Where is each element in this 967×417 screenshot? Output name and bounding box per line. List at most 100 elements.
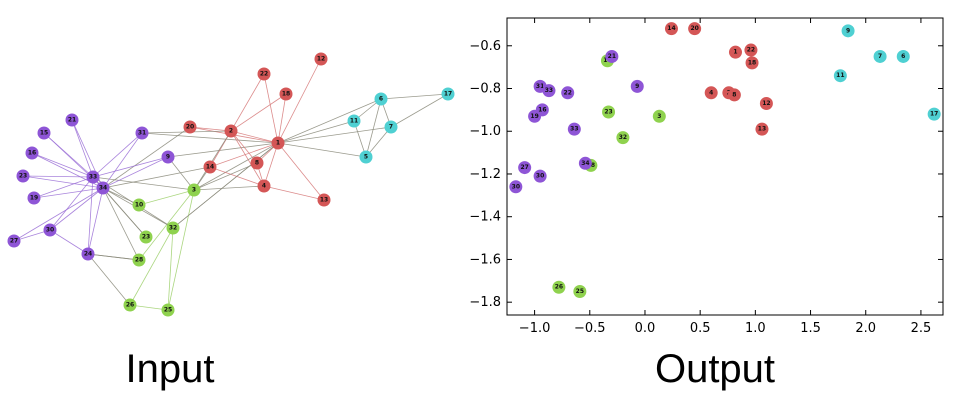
graph-node: 11 <box>347 114 361 128</box>
scatter-point: 30 <box>509 180 523 194</box>
graph-edge <box>43 132 94 178</box>
scatter-point-marker <box>873 49 887 63</box>
graph-node-label: 14 <box>206 164 214 171</box>
graph-node-circle <box>187 183 201 197</box>
scatter-point-label: 30 <box>512 183 520 190</box>
graph-node-circle <box>139 230 153 244</box>
output-scatter-panel: −1.0 −0.5 0.0 0.5 1.0 1.5 2.0 2.5 −0.6 −0.8 −1.0 −1… <box>455 0 967 340</box>
x-tick-label: 1.5 <box>800 321 821 336</box>
scatter-point: 22 <box>744 43 758 57</box>
graph-node-label: 8 <box>255 160 259 167</box>
graph-edge <box>172 142 279 229</box>
graph-node: 1 <box>271 136 285 150</box>
graph-node-label: 10 <box>135 202 143 209</box>
y-tick-label: −1.4 <box>469 210 501 225</box>
scatter-point-marker <box>616 131 630 145</box>
graph-node-circle <box>271 136 285 150</box>
scatter-point-marker <box>542 84 556 98</box>
graph-node-circle <box>347 114 361 128</box>
graph-edge <box>230 130 279 144</box>
y-tick-label: −1.6 <box>469 252 501 267</box>
graph-edge <box>31 152 94 178</box>
graph-node-label: 30 <box>46 227 54 234</box>
scatter-point-marker <box>630 79 644 93</box>
graph-node-label: 12 <box>317 56 325 63</box>
graph-node: 22 <box>257 67 271 81</box>
scatter-point-marker <box>652 109 666 123</box>
scatter-point: 6 <box>896 49 910 63</box>
scatter-point-marker <box>745 56 759 70</box>
graph-edge <box>277 98 382 144</box>
graph-node-label: 2 <box>229 128 233 135</box>
graph-node: 6 <box>374 92 388 106</box>
graph-node-circle <box>359 150 373 164</box>
graph-edge <box>92 156 169 178</box>
graph-node-label: 25 <box>164 307 172 314</box>
scatter-point: 12 <box>759 96 773 110</box>
graph-node: 18 <box>279 87 293 101</box>
scatter-point-marker <box>896 49 910 63</box>
scatter-point-marker <box>567 122 581 136</box>
graph-node-circle <box>135 126 149 140</box>
scatter-point: 26 <box>552 280 566 294</box>
scatter-point-marker <box>578 156 592 170</box>
graph-edge <box>49 229 89 255</box>
graph-edge <box>87 176 94 255</box>
graph-edge <box>193 142 279 191</box>
scatter-point-marker <box>528 109 542 123</box>
scatter-point: 3 <box>652 109 666 123</box>
graph-node-label: 13 <box>320 197 328 204</box>
scatter-point: 23 <box>602 105 616 119</box>
scatter-point: 32 <box>616 131 630 145</box>
graph-edge <box>22 175 94 178</box>
graph-node-label: 17 <box>444 91 452 98</box>
scatter-point: 13 <box>755 122 769 136</box>
graph-edge <box>33 187 104 199</box>
scatter-point-marker <box>727 88 741 102</box>
graph-edge <box>33 176 94 199</box>
x-tick-label: 0.5 <box>690 321 711 336</box>
scatter-point-label: 8 <box>732 91 736 98</box>
graph-edge <box>365 98 382 158</box>
graph-edge <box>230 93 287 132</box>
graph-node: 13 <box>317 193 331 207</box>
scatter-point: 9 <box>630 79 644 93</box>
scatter-point: 21 <box>605 49 619 63</box>
scatter-point-label: 25 <box>576 288 584 295</box>
graph-edge <box>102 126 191 189</box>
plot-ticks: −1.0 −0.5 0.0 0.5 1.0 1.5 2.0 2.5 −0.6 −0.8 −1.0 −1… <box>469 18 943 336</box>
graph-node: 16 <box>25 146 39 160</box>
scatter-point-marker <box>755 122 769 136</box>
graph-node-circle <box>441 87 455 101</box>
scatter-point-label: 7 <box>878 53 882 60</box>
scatter-point-marker <box>728 45 742 59</box>
graph-node-circle <box>161 303 175 317</box>
scatter-point-marker <box>518 161 532 175</box>
scatter-point: 18 <box>745 56 759 70</box>
graph-node: 20 <box>183 120 197 134</box>
scatter-point-marker <box>561 86 575 100</box>
graph-node-circle <box>224 124 238 138</box>
graph-node-circle <box>132 198 146 212</box>
graph-node-label: 23 <box>142 234 150 241</box>
graph-node: 27 <box>7 234 21 248</box>
graph-node: 32 <box>166 221 180 235</box>
graph-edge <box>230 73 265 132</box>
graph-edge <box>365 126 392 158</box>
graph-edge <box>230 130 265 187</box>
scatter-point-label: 12 <box>762 100 770 107</box>
graph-node: 14 <box>203 160 217 174</box>
scatter-point-marker <box>605 49 619 63</box>
scatter-point-label: 22 <box>564 89 572 96</box>
scatter-point-marker <box>927 107 941 121</box>
graph-edge <box>193 162 258 191</box>
graph-node: 23 <box>16 169 30 183</box>
graph-node-circle <box>203 160 217 174</box>
scatter-point-label: 1 <box>733 49 737 56</box>
graph-node: 25 <box>161 303 175 317</box>
graph-edge <box>22 175 104 189</box>
scatter-point: 11 <box>833 69 847 83</box>
scatter-plot: −1.0 −0.5 0.0 0.5 1.0 1.5 2.0 2.5 −0.6 −0.8 −1.0 −1… <box>469 17 944 336</box>
scatter-point: 27 <box>518 161 532 175</box>
scatter-point-label: 33 <box>570 126 578 133</box>
